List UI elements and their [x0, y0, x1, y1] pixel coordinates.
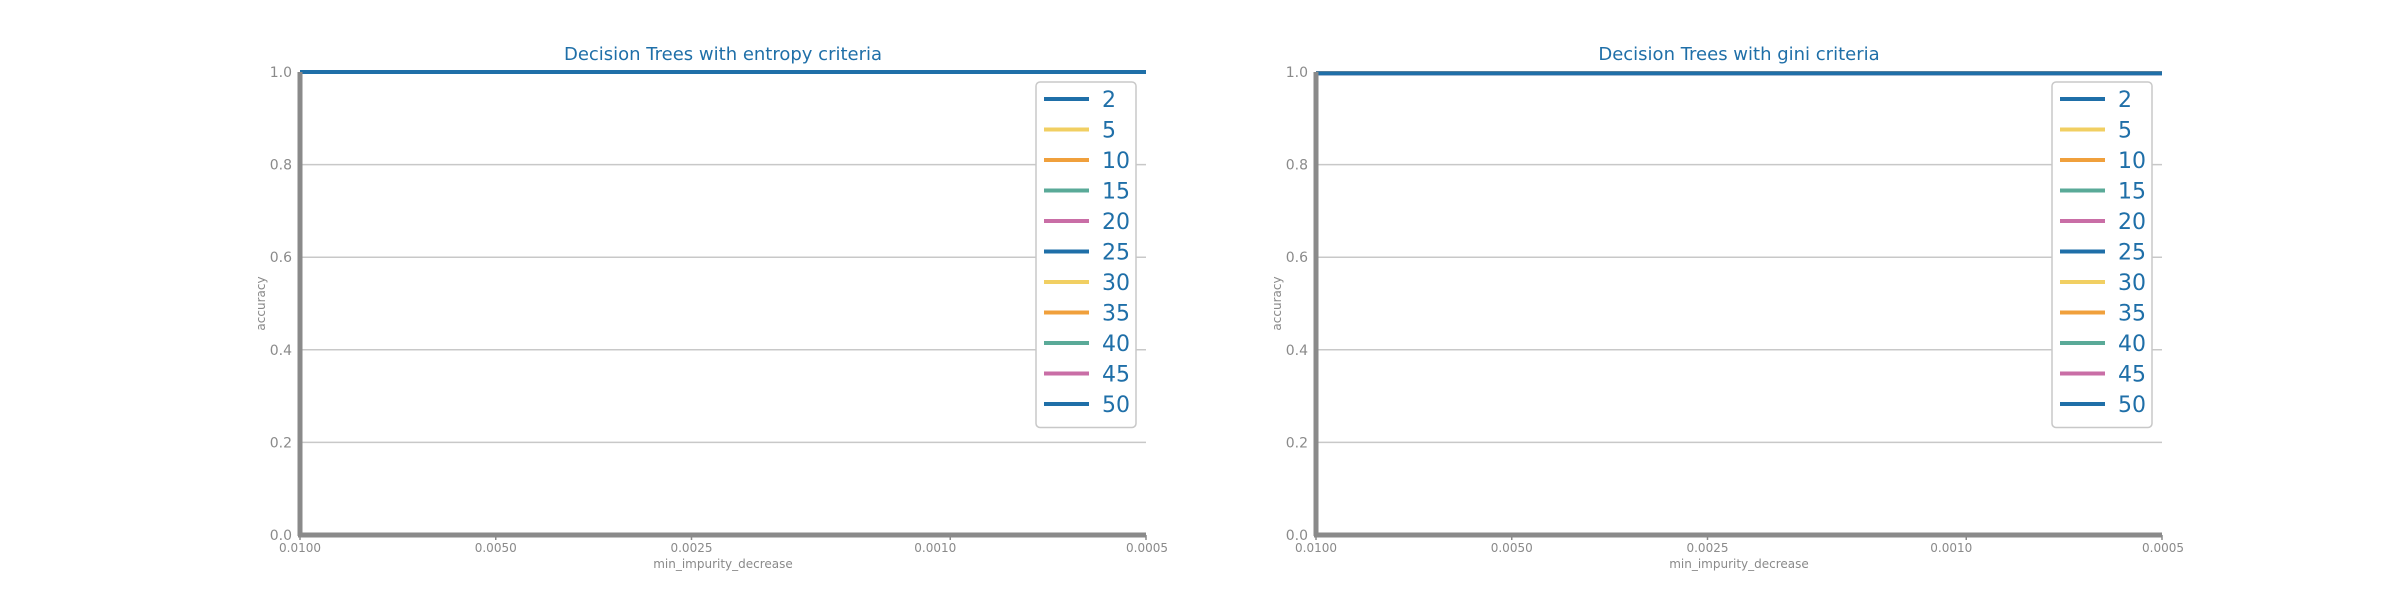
y-tick-label: 0.0 — [1286, 528, 1308, 544]
y-tick-label: 0.0 — [270, 528, 292, 544]
legend-label-45: 45 — [2118, 363, 2146, 388]
legend-label-20: 20 — [2118, 210, 2146, 235]
legend-label-5: 5 — [2118, 119, 2132, 144]
chart-title: Decision Trees with entropy criteria — [564, 44, 882, 65]
x-tick-labels: 0.0100 0.0050 0.0025 0.0010 0.0005 — [1295, 535, 2184, 555]
x-tick-label: 0.0050 — [1491, 541, 1533, 555]
legend-label-5: 5 — [1102, 119, 1116, 144]
legend-label-30: 30 — [1102, 271, 1130, 296]
y-tick-labels: 0.0 0.2 0.4 0.6 0.8 1.0 — [1286, 65, 1308, 544]
x-tick-label: 0.0025 — [670, 541, 712, 555]
y-axis-label: accuracy — [254, 276, 268, 330]
legend-label-2: 2 — [1102, 88, 1116, 113]
legend-label-20: 20 — [1102, 210, 1130, 235]
x-tick-label: 0.0025 — [1686, 541, 1728, 555]
y-tick-labels: 0.0 0.2 0.4 0.6 0.8 1.0 — [270, 65, 292, 544]
legend-label-25: 25 — [1102, 241, 1130, 266]
chart-entropy: 0.00.20.40.60.81.0 0.0100 0.0050 0.0025 0.0… — [254, 44, 1168, 571]
legend-label-10: 10 — [1102, 149, 1130, 174]
x-tick-label: 0.0005 — [1126, 541, 1168, 555]
y-tick-label: 1.0 — [270, 65, 292, 81]
legend-label-35: 35 — [1102, 302, 1130, 327]
x-tick-label: 0.0100 — [279, 541, 321, 555]
y-tick-label: 0.6 — [270, 250, 292, 266]
y-tick-label: 0.8 — [1286, 158, 1308, 174]
legend-label-40: 40 — [1102, 332, 1130, 357]
x-tick-label: 0.0005 — [2142, 541, 2184, 555]
legend-label-25: 25 — [2118, 241, 2146, 266]
x-tick-label: 0.0050 — [475, 541, 517, 555]
legend-label-2: 2 — [2118, 88, 2132, 113]
y-axis-label: accuracy — [1270, 276, 1284, 330]
y-tick-label: 0.2 — [270, 435, 292, 451]
legend-label-35: 35 — [2118, 302, 2146, 327]
chart-title: Decision Trees with gini criteria — [1598, 44, 1879, 65]
legend-label-50: 50 — [2118, 393, 2146, 418]
x-tick-labels: 0.0100 0.0050 0.0025 0.0010 0.0005 — [279, 535, 1168, 555]
legend-label-10: 10 — [2118, 149, 2146, 174]
y-tick-label: 0.4 — [270, 343, 292, 359]
y-tick-label: 0.2 — [1286, 435, 1308, 451]
legend-label-40: 40 — [2118, 332, 2146, 357]
x-axis-label: min_impurity_decrease — [1669, 557, 1809, 571]
legend-label-50: 50 — [1102, 393, 1130, 418]
x-tick-label: 0.0100 — [1295, 541, 1337, 555]
x-axis-label: min_impurity_decrease — [653, 557, 793, 571]
y-tick-label: 0.6 — [1286, 250, 1308, 266]
y-tick-label: 0.8 — [270, 158, 292, 174]
y-tick-label: 1.0 — [1286, 65, 1308, 81]
x-tick-label: 0.0010 — [1930, 541, 1972, 555]
legend-label-15: 15 — [1102, 180, 1130, 205]
legend-label-15: 15 — [2118, 180, 2146, 205]
legend-label-45: 45 — [1102, 363, 1130, 388]
chart-gini: 0.00.20.40.60.81.0 0.0100 0.0050 0.0025 0.0… — [1270, 44, 2184, 571]
x-tick-label: 0.0010 — [914, 541, 956, 555]
legend-label-30: 30 — [2118, 271, 2146, 296]
y-tick-label: 0.4 — [1286, 343, 1308, 359]
